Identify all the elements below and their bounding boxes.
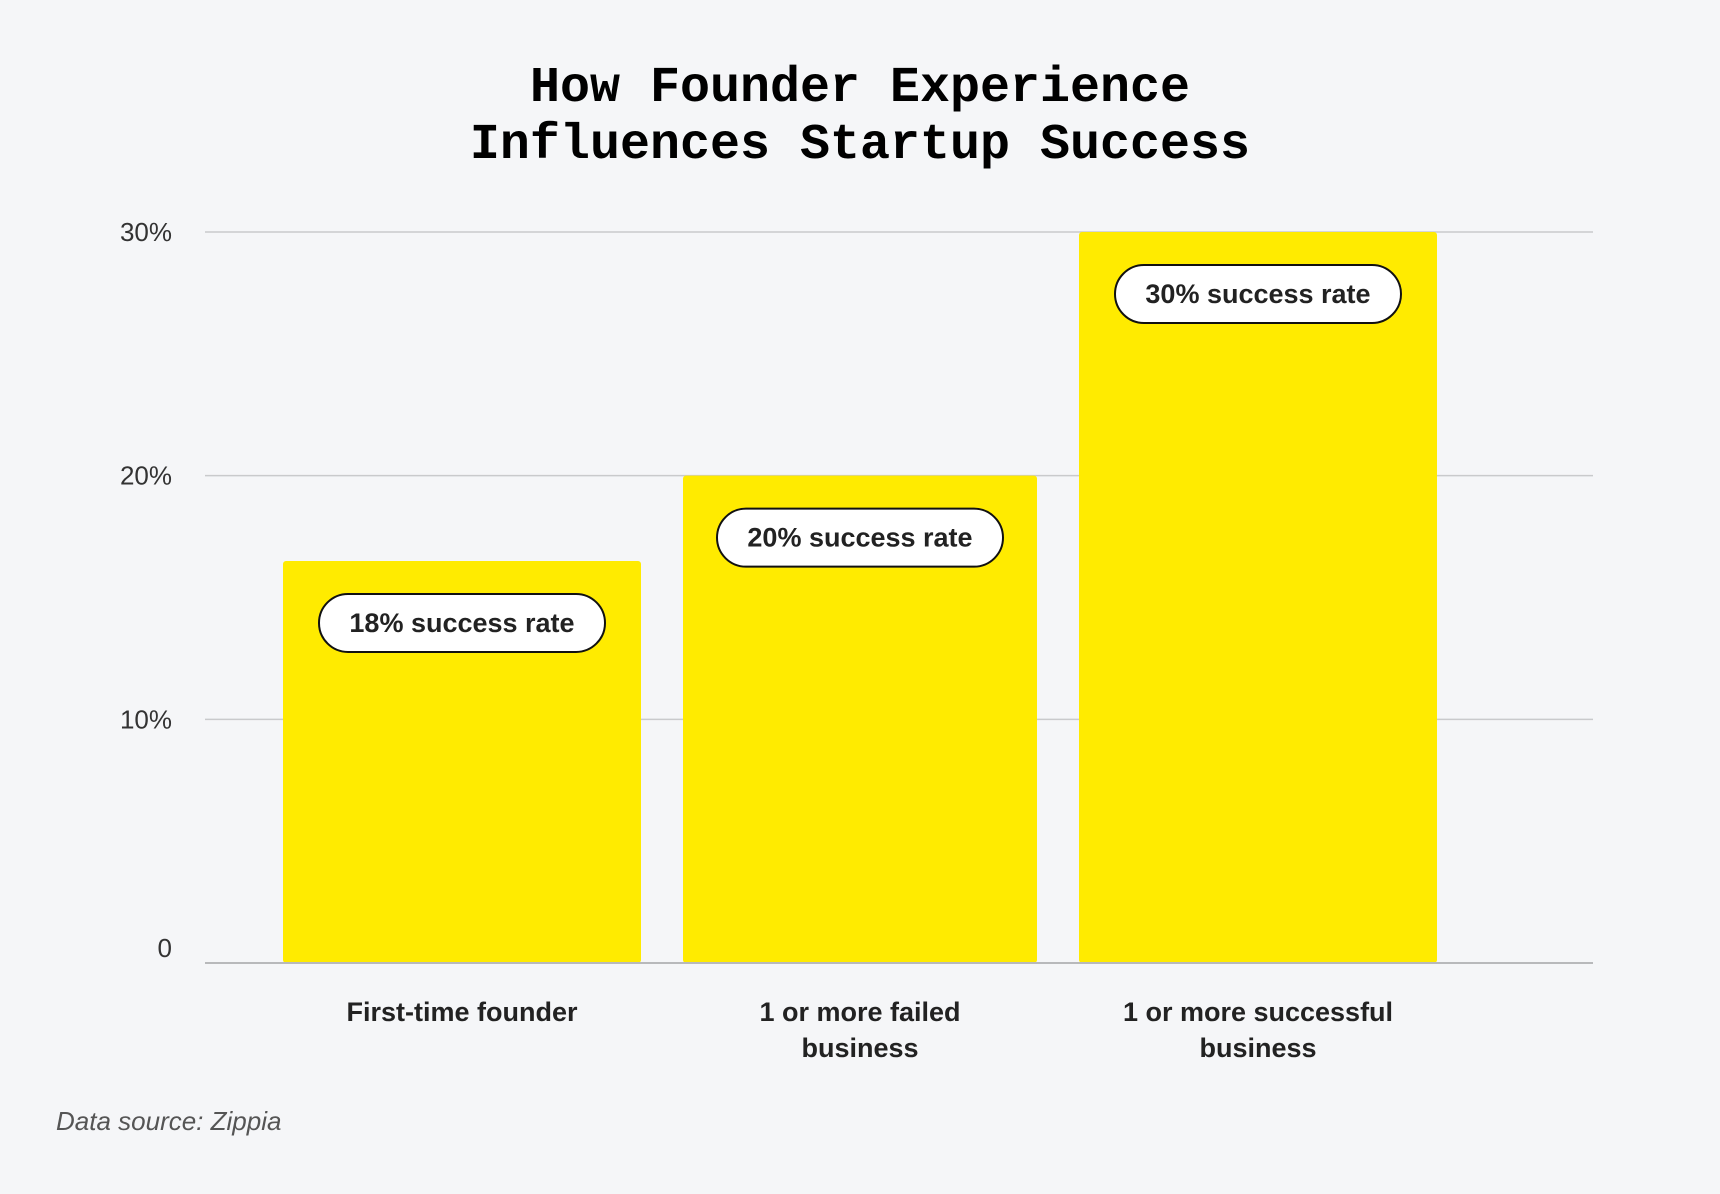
data-label-box	[318, 592, 606, 653]
data-label: 20% success rate	[716, 507, 1004, 568]
data-label: 18% success rate	[318, 592, 606, 653]
x-tick-label-line: 1 or more failed	[759, 997, 960, 1027]
x-tick-label: 1 or more successful business	[1123, 997, 1393, 1063]
data-label-text: 18% success rate	[349, 608, 574, 638]
y-tick-label: 10%	[120, 704, 172, 734]
y-tick-label: 0	[158, 933, 172, 963]
data-labels: 18% success rate 20% success rate 30% succ…	[318, 264, 1402, 653]
x-tick-label-line: First-time founder	[346, 997, 577, 1027]
bars	[283, 232, 1437, 963]
data-label-text: 20% success rate	[747, 523, 972, 553]
data-label-text: 30% success rate	[1145, 279, 1370, 309]
y-tick-label: 20%	[120, 461, 172, 491]
data-label: 30% success rate	[1114, 264, 1402, 324]
bar	[1079, 232, 1437, 963]
chart-title-line-1: How Founder Experience	[529, 60, 1191, 117]
x-axis-labels: First-time founder 1 or more failed busine…	[346, 997, 1393, 1063]
data-source-note: Data source: Zippia	[56, 1106, 282, 1136]
y-tick-label: 30%	[120, 217, 172, 247]
bar	[683, 475, 1037, 963]
data-label-box	[716, 507, 1004, 568]
x-tick-label: 1 or more failed business	[759, 997, 960, 1063]
x-tick-label-line: business	[801, 1033, 918, 1063]
data-label-box	[1114, 264, 1402, 324]
x-tick-label: First-time founder	[346, 997, 577, 1027]
bar	[283, 560, 641, 963]
chart-title: How Founder Experience Influences Startu…	[0, 60, 1720, 174]
chart-title-line-2: Influences Startup Success	[469, 117, 1251, 174]
y-axis-ticks: 0 10% 20% 30%	[120, 217, 172, 963]
x-tick-label-line: business	[1199, 1033, 1316, 1063]
x-tick-label-line: 1 or more successful	[1123, 997, 1393, 1027]
